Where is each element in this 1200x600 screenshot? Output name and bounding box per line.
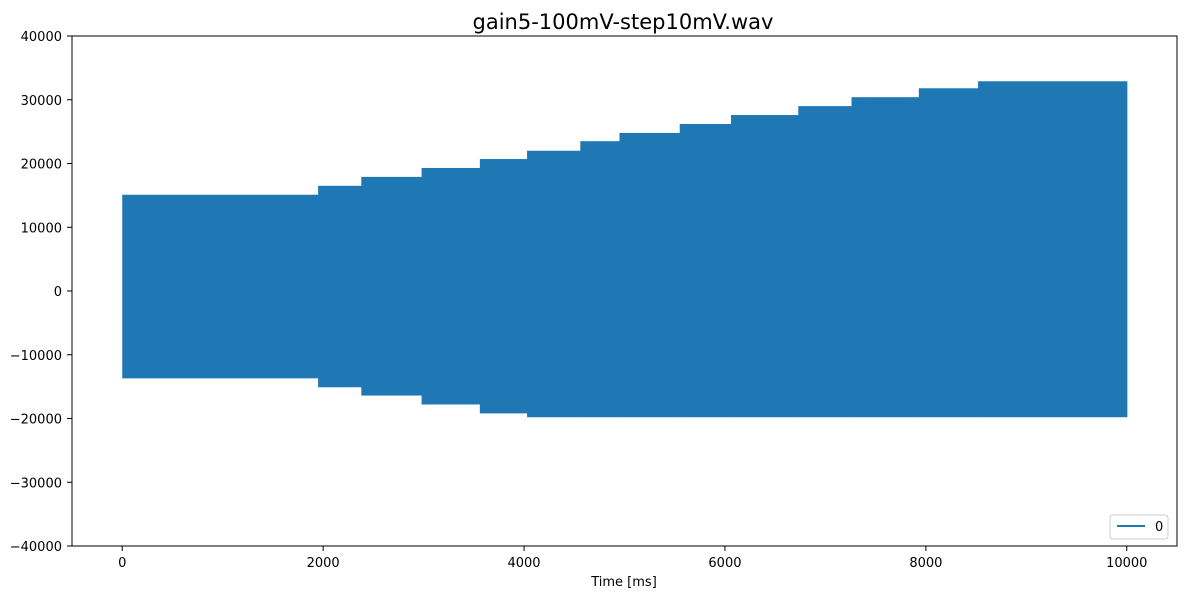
legend[interactable]: 0 bbox=[1109, 514, 1169, 540]
x-axis: 0 2000 4000 6000 8000 10000 bbox=[118, 546, 1147, 571]
x-axis-label: Time [ms] bbox=[590, 575, 657, 590]
signal-segment-0 bbox=[122, 194, 319, 379]
signal-segment-11 bbox=[851, 97, 920, 418]
x-tick-label: 6000 bbox=[708, 556, 741, 571]
y-tick-label: −40000 bbox=[10, 540, 62, 555]
chart-title: gain5-100mV-step10mV.wav bbox=[473, 10, 774, 34]
x-tick-label: 4000 bbox=[507, 556, 540, 571]
signal-segment-10 bbox=[798, 106, 853, 418]
plot-area bbox=[122, 81, 1128, 418]
signal-segment-13 bbox=[978, 81, 1128, 418]
signal-segment-9 bbox=[730, 115, 799, 418]
x-tick-label: 2000 bbox=[307, 556, 340, 571]
signal-segment-1 bbox=[318, 185, 362, 388]
y-tick-label: −30000 bbox=[10, 476, 62, 491]
signal-segment-2 bbox=[361, 176, 423, 396]
signal-segment-6 bbox=[580, 141, 621, 418]
y-tick-label: −20000 bbox=[10, 413, 62, 428]
x-tick-label: 0 bbox=[118, 556, 126, 571]
signal-segment-3 bbox=[421, 167, 481, 405]
signal-segment-4 bbox=[479, 159, 528, 414]
y-tick-label: 30000 bbox=[21, 94, 62, 109]
signal-segment-7 bbox=[619, 132, 681, 418]
y-tick-label: −10000 bbox=[10, 349, 62, 364]
y-tick-label: 40000 bbox=[21, 30, 62, 45]
x-tick-label: 10000 bbox=[1106, 556, 1147, 571]
y-tick-label: 20000 bbox=[21, 158, 62, 173]
signal-segment-12 bbox=[918, 88, 979, 418]
y-tick-label: 0 bbox=[54, 285, 62, 300]
signal-segment-8 bbox=[679, 123, 732, 418]
x-tick-label: 8000 bbox=[909, 556, 942, 571]
y-tick-label: 10000 bbox=[21, 221, 62, 236]
legend-label: 0 bbox=[1155, 520, 1163, 535]
signal-segment-5 bbox=[527, 150, 581, 418]
y-axis: −40000 −30000 −20000 −10000 0 10000 20000 30000… bbox=[10, 30, 72, 555]
